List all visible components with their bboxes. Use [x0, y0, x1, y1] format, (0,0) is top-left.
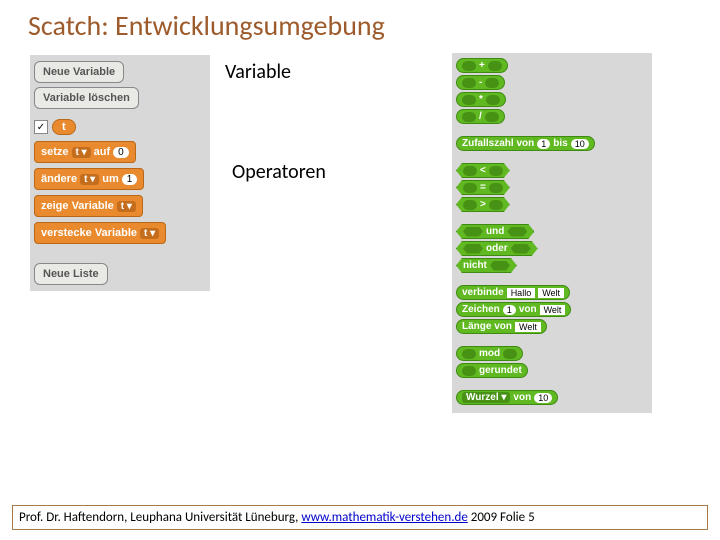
multiply-block[interactable]: * [456, 92, 506, 107]
number-slot[interactable] [462, 61, 476, 71]
block-text: und [486, 226, 504, 237]
change-variable-block[interactable]: ändere t ▾ um 1 [34, 168, 144, 190]
number-input[interactable]: 0 [113, 147, 129, 158]
less-than-block[interactable]: < [456, 163, 510, 178]
number-slot[interactable] [488, 61, 502, 71]
number-input[interactable]: 1 [503, 305, 516, 315]
hide-variable-block[interactable]: verstecke Variable t ▾ [34, 222, 166, 244]
op-symbol: * [479, 94, 483, 105]
footer-author: Prof. Dr. Haftendorn, Leuphana Universit… [19, 510, 301, 525]
variable-dropdown[interactable]: t ▾ [80, 174, 99, 185]
bool-slot[interactable] [511, 244, 531, 254]
op-symbol: < [480, 165, 486, 176]
footer-slide: Folie 5 [497, 510, 535, 525]
new-list-button[interactable]: Neue Liste [34, 263, 108, 285]
number-slot[interactable] [462, 78, 476, 88]
or-block[interactable]: oder [456, 241, 538, 256]
number-slot[interactable] [489, 200, 503, 210]
variable-row: ✓ t [34, 119, 206, 135]
not-block[interactable]: nicht [456, 258, 517, 273]
number-input[interactable]: 1 [537, 139, 550, 149]
divide-block[interactable]: / [456, 109, 505, 124]
letter-of-block[interactable]: Zeichen 1 von Welt [456, 302, 571, 317]
block-text: Zeichen [462, 304, 500, 315]
block-text: oder [486, 243, 508, 254]
number-slot[interactable] [462, 349, 476, 359]
number-slot[interactable] [489, 183, 503, 193]
text-input[interactable]: Welt [538, 288, 564, 298]
block-text: von [513, 392, 531, 403]
block-text: Länge von [462, 321, 512, 332]
bool-slot[interactable] [490, 261, 510, 271]
section-label-variable: Variable [225, 60, 291, 84]
variable-checkbox[interactable]: ✓ [34, 120, 48, 134]
variables-panel: Neue Variable Variable löschen ✓ t setze… [30, 55, 210, 291]
page-title: Scatch: Entwicklungsumgebung [28, 8, 385, 43]
footer-year: 2009 [468, 510, 497, 525]
number-slot[interactable] [463, 200, 477, 210]
add-block[interactable]: + [456, 58, 508, 73]
variable-dropdown[interactable]: t ▾ [140, 228, 159, 239]
block-text: gerundet [479, 365, 522, 376]
text-input[interactable]: Welt [515, 322, 541, 332]
block-text: um [102, 173, 119, 185]
and-block[interactable]: und [456, 224, 534, 239]
equals-block[interactable]: = [456, 180, 510, 195]
block-text: mod [479, 348, 500, 359]
block-text: verbinde [462, 287, 504, 298]
join-block[interactable]: verbinde Hallo Welt [456, 285, 570, 300]
footer: Prof. Dr. Haftendorn, Leuphana Universit… [12, 505, 708, 530]
length-of-block[interactable]: Länge von Welt [456, 319, 547, 334]
block-text: von [519, 304, 537, 315]
number-slot[interactable] [462, 366, 476, 376]
block-text: bis [553, 138, 567, 149]
number-slot[interactable] [489, 166, 503, 176]
op-symbol: - [479, 77, 482, 88]
text-input[interactable]: Hallo [507, 288, 536, 298]
new-variable-button[interactable]: Neue Variable [34, 61, 124, 83]
op-symbol: > [480, 199, 486, 210]
number-slot[interactable] [462, 112, 476, 122]
block-text: Zufallszahl von [462, 138, 534, 149]
variable-reporter[interactable]: t [52, 119, 76, 135]
number-input[interactable]: 1 [122, 174, 138, 185]
round-block[interactable]: gerundet [456, 363, 528, 378]
block-text: auf [94, 146, 111, 158]
number-slot[interactable] [503, 349, 517, 359]
bool-slot[interactable] [463, 227, 483, 237]
text-input[interactable]: Welt [540, 305, 566, 315]
variable-dropdown[interactable]: t ▾ [72, 147, 91, 158]
footer-link[interactable]: www.mathematik-verstehen.de [301, 510, 467, 525]
number-input[interactable]: 10 [534, 393, 552, 403]
op-symbol: = [480, 182, 486, 193]
math-function-block[interactable]: Wurzel ▾ von 10 [456, 390, 558, 405]
number-slot[interactable] [486, 95, 500, 105]
op-symbol: + [479, 60, 485, 71]
number-input[interactable]: 10 [571, 139, 589, 149]
number-slot[interactable] [485, 78, 499, 88]
set-variable-block[interactable]: setze t ▾ auf 0 [34, 141, 136, 163]
section-label-operatoren: Operatoren [232, 160, 326, 184]
operators-panel: + - * / Zufallszahl von 1 bis 10 < = > u… [452, 53, 652, 413]
mod-block[interactable]: mod [456, 346, 523, 361]
delete-variable-button[interactable]: Variable löschen [34, 87, 139, 109]
block-text: zeige Variable [41, 200, 114, 212]
number-slot[interactable] [485, 112, 499, 122]
number-slot[interactable] [463, 166, 477, 176]
random-block[interactable]: Zufallszahl von 1 bis 10 [456, 136, 595, 151]
block-text: ändere [41, 173, 77, 185]
function-dropdown[interactable]: Wurzel ▾ [462, 392, 510, 403]
number-slot[interactable] [463, 183, 477, 193]
block-text: verstecke Variable [41, 227, 137, 239]
bool-slot[interactable] [507, 227, 527, 237]
op-symbol: / [479, 111, 482, 122]
variable-dropdown[interactable]: t ▾ [117, 201, 136, 212]
bool-slot[interactable] [463, 244, 483, 254]
number-slot[interactable] [462, 95, 476, 105]
block-text: nicht [463, 260, 487, 271]
show-variable-block[interactable]: zeige Variable t ▾ [34, 195, 143, 217]
greater-than-block[interactable]: > [456, 197, 510, 212]
block-text: setze [41, 146, 69, 158]
subtract-block[interactable]: - [456, 75, 505, 90]
